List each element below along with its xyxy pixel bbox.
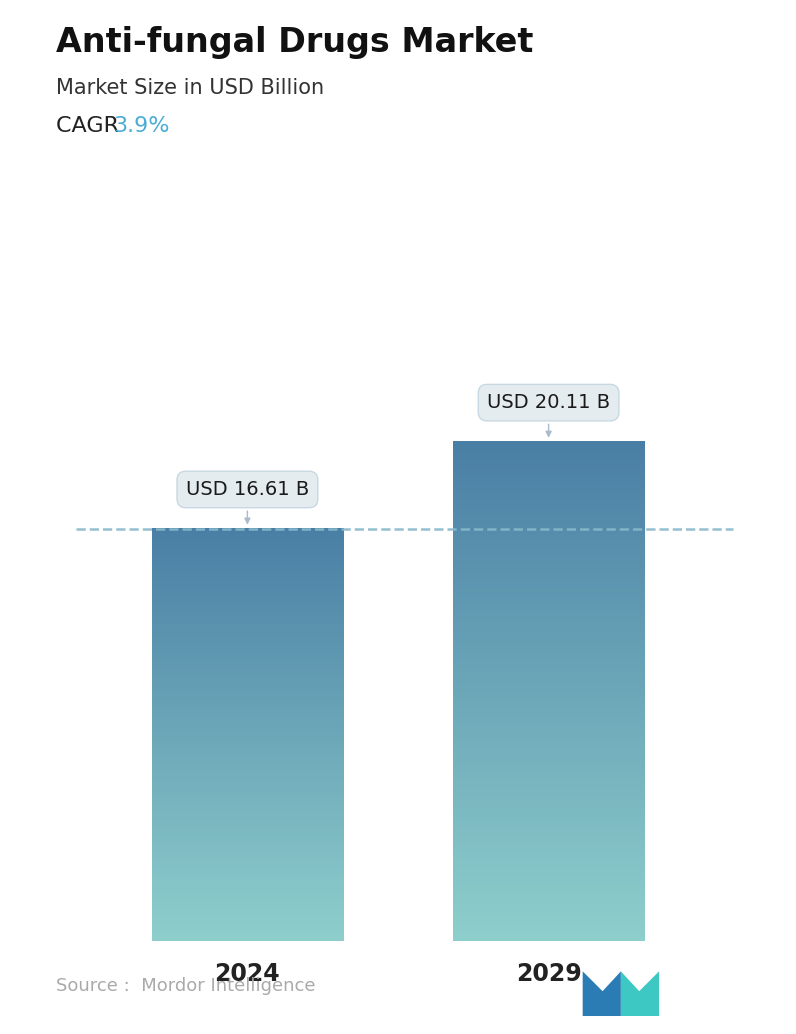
Polygon shape: [583, 971, 621, 1016]
Text: USD 16.61 B: USD 16.61 B: [185, 480, 309, 523]
Text: CAGR: CAGR: [56, 116, 126, 135]
Text: Anti-fungal Drugs Market: Anti-fungal Drugs Market: [56, 26, 533, 59]
Text: 3.9%: 3.9%: [113, 116, 170, 135]
Text: Source :  Mordor Intelligence: Source : Mordor Intelligence: [56, 977, 315, 995]
Polygon shape: [621, 971, 659, 1016]
Text: USD 20.11 B: USD 20.11 B: [487, 393, 611, 436]
Text: Market Size in USD Billion: Market Size in USD Billion: [56, 78, 324, 97]
